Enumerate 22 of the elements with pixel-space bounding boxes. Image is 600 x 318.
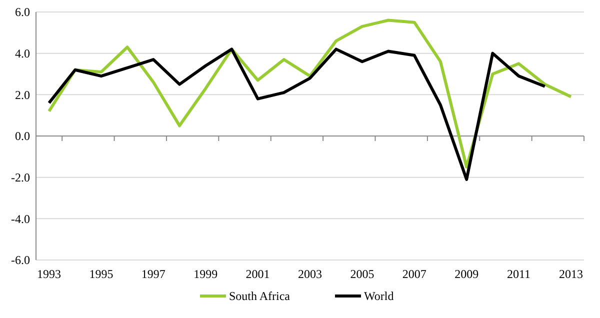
y-tick-label: 6.0: [15, 5, 30, 20]
x-tick-label: 2005: [350, 267, 374, 281]
x-tick-label: 1995: [89, 267, 114, 281]
y-tick-label: -2.0: [11, 170, 30, 185]
x-tick-label: 2009: [454, 267, 479, 281]
x-tick-label: 2013: [558, 267, 583, 281]
y-tick-label: -6.0: [11, 253, 30, 268]
x-tick-label: 2001: [246, 267, 270, 281]
x-tick-label: 1999: [194, 267, 218, 281]
legend-label: World: [364, 289, 394, 304]
y-tick-label: 2.0: [15, 88, 30, 102]
x-tick-label: 1993: [37, 267, 62, 281]
line-series: [48, 18, 572, 168]
y-tick-label: 0.0: [15, 129, 30, 144]
line-series: [48, 48, 546, 181]
y-tick-label: 4.0: [15, 46, 30, 61]
y-tick-label: -4.0: [11, 212, 30, 226]
x-tick-label: 1997: [141, 267, 166, 281]
x-tick-label: 2011: [506, 267, 531, 281]
legend-label: South Africa: [229, 289, 291, 304]
x-tick-label: 2003: [298, 267, 322, 281]
x-tick-label: 2007: [402, 267, 426, 281]
